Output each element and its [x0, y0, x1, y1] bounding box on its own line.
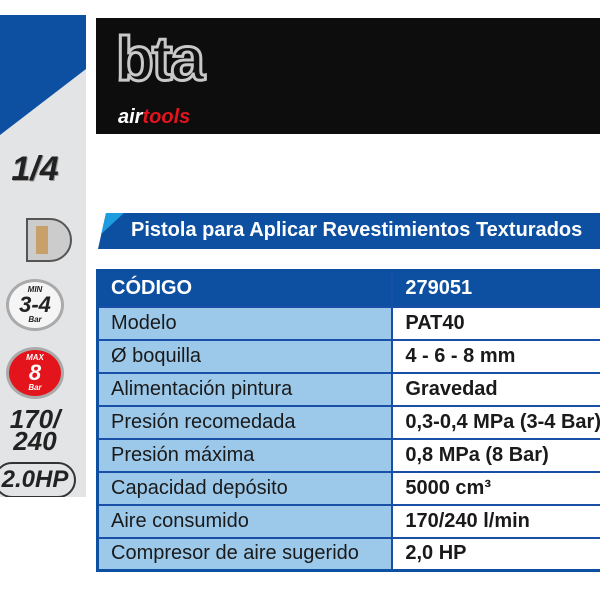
row-label: Capacidad depósito: [96, 470, 394, 506]
compressor-icon: 2.0HP: [0, 455, 80, 497]
compressor-hp: 2.0HP: [0, 462, 77, 497]
row-value: 4 - 6 - 8 mm: [391, 338, 600, 374]
row-label: Aire consumido: [96, 503, 394, 539]
table-row: Modelo PAT40: [96, 305, 600, 341]
row-value: Gravedad: [391, 371, 600, 407]
table-row: Presión recomedada 0,3-0,4 MPa (3-4 Bar): [96, 404, 600, 440]
blue-corner-decoration: [0, 15, 86, 135]
table-header-row: CÓDIGO 279051: [96, 269, 600, 308]
product-title-banner: Pistola para Aplicar Revestimientos Text…: [98, 213, 600, 249]
row-value: 5000 cm³: [391, 470, 600, 506]
row-label: Ø boquilla: [96, 338, 394, 374]
logo-airtools: airtools: [118, 106, 190, 129]
feature-icons-panel: 1/4 MIN 3-4 Bar MAX 8 Bar 170/240 2.0HP: [0, 15, 86, 497]
max-pressure-icon: MAX 8 Bar: [0, 345, 80, 401]
table-row: Ø boquilla 4 - 6 - 8 mm: [96, 338, 600, 374]
air-consumption-top: 170/: [9, 404, 61, 434]
max-label: MAX: [26, 353, 44, 362]
max-value: 8: [28, 360, 42, 385]
row-value: 170/240 l/min: [391, 503, 600, 539]
product-title: Pistola para Aplicar Revestimientos Text…: [131, 219, 583, 241]
header-label: CÓDIGO: [96, 269, 394, 308]
row-value: 2,0 HP: [391, 536, 600, 572]
min-label: MIN: [27, 285, 43, 294]
table-row: Presión máxima 0,8 MPa (8 Bar): [96, 437, 600, 473]
max-unit: Bar: [28, 383, 42, 392]
logo-tools: tools: [142, 106, 191, 128]
logo-air: air: [118, 106, 143, 128]
table-row: Compresor de aire sugerido 2,0 HP: [96, 536, 600, 572]
min-unit: Bar: [28, 315, 42, 324]
nozzle-icon: [0, 215, 80, 265]
banner-accent: [98, 213, 124, 237]
spec-table: CÓDIGO 279051 Modelo PAT40 Ø boquilla 4 - 6…: [96, 269, 600, 572]
air-consumption-bottom: 240: [13, 426, 57, 456]
header-value: 279051: [391, 269, 600, 308]
row-label: Presión máxima: [96, 437, 394, 473]
row-label: Modelo: [96, 305, 394, 341]
logo-bta: bta: [115, 24, 207, 96]
table-row: Aire consumido 170/240 l/min: [96, 503, 600, 539]
row-value: 0,3-0,4 MPa (3-4 Bar): [391, 404, 600, 440]
min-pressure-icon: MIN 3-4 Bar: [0, 277, 80, 333]
row-value: PAT40: [391, 305, 600, 341]
air-inlet-icon: 1/4: [11, 150, 59, 188]
brand-logo: bta airtools: [96, 18, 600, 134]
table-row: Alimentación pintura Gravedad: [96, 371, 600, 407]
row-label: Alimentación pintura: [96, 371, 394, 407]
row-label: Compresor de aire sugerido: [96, 536, 394, 572]
row-value: 0,8 MPa (8 Bar): [391, 437, 600, 473]
air-consumption-icon: 170/240: [0, 404, 80, 456]
min-value: 3-4: [19, 292, 51, 317]
row-label: Presión recomedada: [96, 404, 394, 440]
table-row: Capacidad depósito 5000 cm³: [96, 470, 600, 506]
